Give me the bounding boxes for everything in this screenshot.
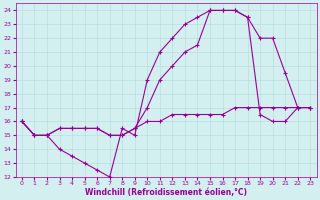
- X-axis label: Windchill (Refroidissement éolien,°C): Windchill (Refroidissement éolien,°C): [85, 188, 247, 197]
